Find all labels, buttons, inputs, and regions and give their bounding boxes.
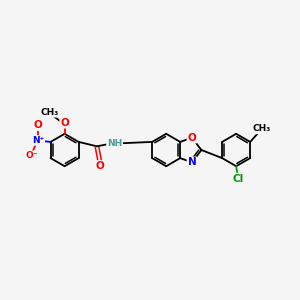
Text: O: O <box>95 161 104 171</box>
Text: Cl: Cl <box>232 174 243 184</box>
Text: N: N <box>188 158 196 167</box>
Text: O: O <box>60 118 69 128</box>
Text: O⁻: O⁻ <box>26 151 38 160</box>
Text: O: O <box>188 133 196 142</box>
Text: NH: NH <box>107 139 122 148</box>
Text: N⁺: N⁺ <box>32 136 44 145</box>
Text: O: O <box>34 120 43 130</box>
Text: CH₃: CH₃ <box>41 108 59 117</box>
Text: CH₃: CH₃ <box>252 124 271 134</box>
